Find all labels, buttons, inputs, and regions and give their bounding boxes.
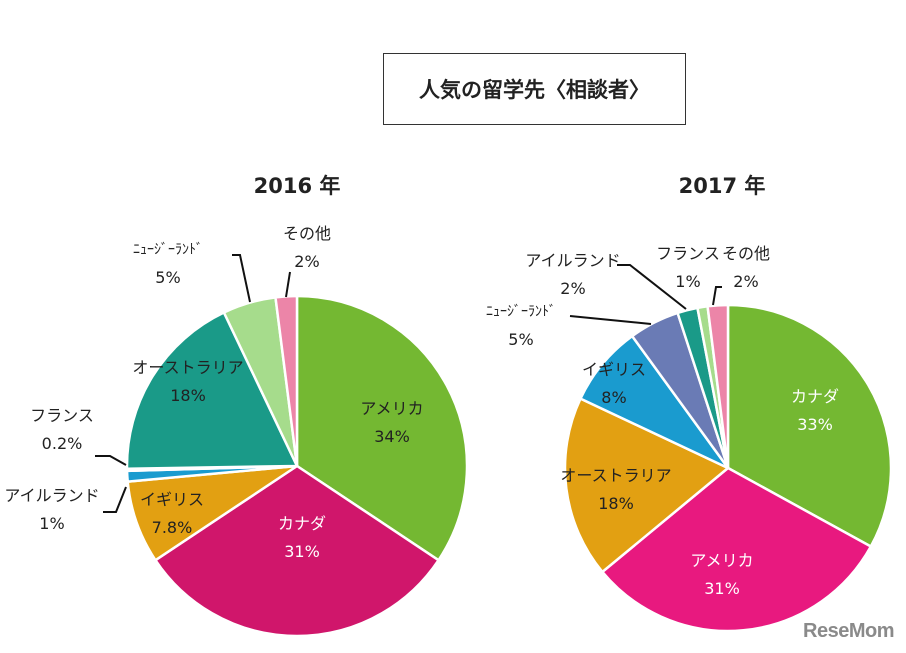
pie-slice-その他 bbox=[706, 303, 730, 469]
data-label: その他 2% bbox=[282, 224, 332, 271]
pie-slice-オーストラリア bbox=[563, 396, 731, 574]
data-label: アメリカ 34% bbox=[360, 399, 424, 446]
data-label: その他 2% bbox=[721, 244, 771, 291]
data-label: フランス 1% bbox=[656, 244, 720, 291]
data-label: イギリス 8% bbox=[581, 360, 647, 407]
data-label: オーストラリア 18% bbox=[132, 358, 244, 405]
pie-slice-カナダ bbox=[726, 303, 893, 549]
leader-lines bbox=[95, 254, 722, 513]
data-label: カナダ 31% bbox=[277, 514, 327, 561]
leader-line bbox=[95, 455, 127, 466]
data-label: オーストラリア 18% bbox=[560, 466, 672, 513]
chart-title: 人気の留学先〈相談者〉 bbox=[383, 53, 686, 125]
data-label: ﾆｭｰｼﾞｰﾗﾝﾄﾞ 5% bbox=[486, 304, 556, 349]
leader-line bbox=[285, 271, 291, 298]
leader-line bbox=[569, 315, 652, 325]
pie-2017 bbox=[563, 303, 893, 633]
leader-line bbox=[103, 486, 127, 513]
data-label: カナダ 33% bbox=[790, 387, 840, 434]
leader-line bbox=[712, 286, 722, 306]
data-label: イギリス 7.8% bbox=[139, 490, 205, 537]
leader-line bbox=[617, 264, 687, 310]
resemom-logo: ReseMom bbox=[803, 620, 894, 642]
pie-slice-アメリカ bbox=[600, 466, 873, 633]
pie-slice-カナダ bbox=[153, 464, 441, 638]
pie-title-2016: 2016 年 bbox=[253, 174, 341, 198]
pie-title-2017: 2017 年 bbox=[678, 174, 766, 198]
data-label: ﾆｭｰｼﾞｰﾗﾝﾄﾞ 5% bbox=[133, 242, 203, 287]
data-label: フランス 0.2% bbox=[30, 406, 94, 453]
leader-line bbox=[232, 254, 251, 303]
pie-2016 bbox=[125, 294, 469, 638]
data-label: アイルランド 2% bbox=[525, 251, 621, 298]
pie-slice-オーストラリア bbox=[125, 310, 299, 470]
data-label: アイルランド 1% bbox=[4, 486, 100, 533]
data-label: アメリカ 31% bbox=[690, 551, 754, 598]
